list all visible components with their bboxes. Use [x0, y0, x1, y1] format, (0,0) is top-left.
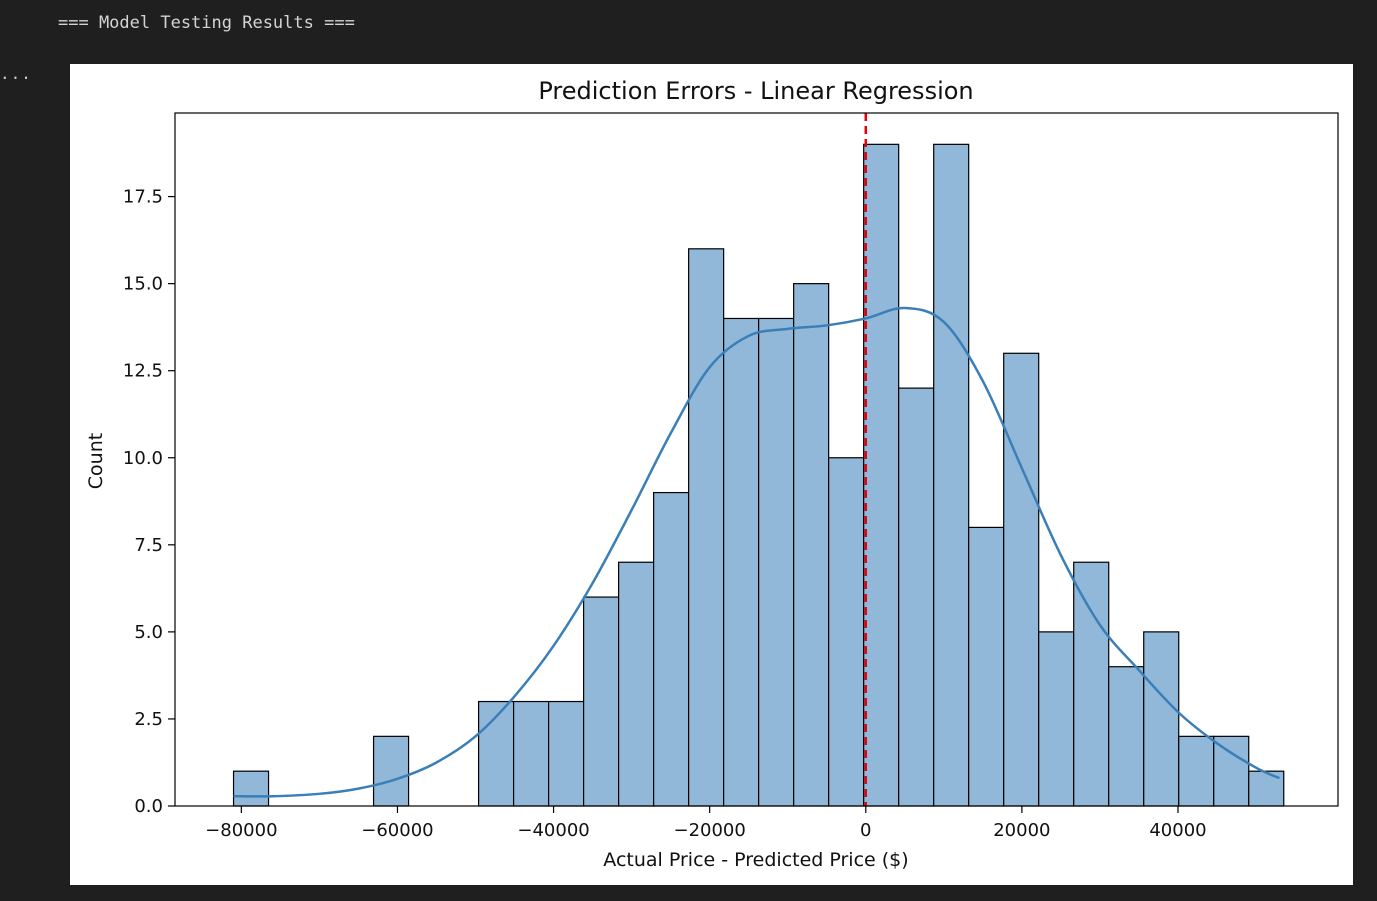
y-tick-label: 15.0: [123, 274, 163, 295]
output-header: === Model Testing Results ===: [58, 13, 355, 33]
histogram-bar: [933, 143, 970, 807]
x-tick-label: 0: [860, 820, 871, 841]
histogram-bar: [863, 143, 900, 807]
chart-figure: Prediction Errors - Linear Regression −8…: [70, 64, 1353, 885]
histogram-bar: [372, 735, 410, 807]
histogram-bar: [898, 387, 935, 807]
histogram-bar: [653, 491, 690, 807]
x-tick-label: −80000: [205, 820, 277, 841]
y-tick-label: 17.5: [123, 187, 163, 208]
y-tick-label: 5.0: [134, 622, 163, 643]
kde-line: [233, 306, 1280, 798]
histogram-chart: Prediction Errors - Linear Regression −8…: [85, 77, 1339, 871]
x-tick-label: −60000: [361, 820, 433, 841]
histogram-bar: [688, 248, 725, 807]
x-axis-ticks: −80000 −60000 −40000 −20000 0 20000 40000: [205, 806, 1207, 841]
histogram-bar: [758, 317, 795, 807]
more-actions-icon[interactable]: ...: [0, 64, 32, 83]
histogram-bar: [477, 700, 515, 807]
x-tick-label: 40000: [1149, 820, 1206, 841]
y-tick-label: 7.5: [134, 535, 163, 556]
histogram-bar: [512, 700, 550, 807]
y-tick-label: 12.5: [123, 361, 163, 382]
histogram-bar: [793, 283, 830, 807]
histogram-bar: [1178, 735, 1215, 807]
y-axis-ticks: 0.0 2.5 5.0 7.5 10.0 12.5 15.0 17.5: [123, 187, 175, 817]
histogram-bar: [1003, 352, 1040, 807]
histogram-bar: [618, 561, 655, 807]
histogram-bar: [583, 596, 620, 807]
plot-frame: [174, 112, 1339, 807]
chart-title: Prediction Errors - Linear Regression: [538, 77, 973, 105]
histogram-bar: [1213, 735, 1250, 807]
histogram-bar: [1108, 666, 1145, 807]
x-tick-label: 20000: [993, 820, 1050, 841]
x-axis-label: Actual Price - Predicted Price ($): [603, 849, 908, 871]
histogram-bar: [1073, 561, 1110, 807]
histogram-bar: [232, 770, 270, 807]
y-tick-label: 2.5: [134, 709, 163, 730]
y-axis-label: Count: [85, 433, 107, 489]
histogram-bar: [828, 457, 865, 807]
x-tick-label: −20000: [673, 820, 745, 841]
histogram-bar: [723, 317, 760, 807]
histogram-bar: [548, 700, 585, 807]
histogram-bar: [1143, 631, 1180, 807]
histogram-bar: [1038, 631, 1075, 807]
histogram-bar: [968, 526, 1005, 807]
x-tick-label: −40000: [517, 820, 589, 841]
y-tick-label: 10.0: [123, 448, 163, 469]
bars-group: [232, 143, 1285, 807]
y-tick-label: 0.0: [134, 796, 163, 817]
